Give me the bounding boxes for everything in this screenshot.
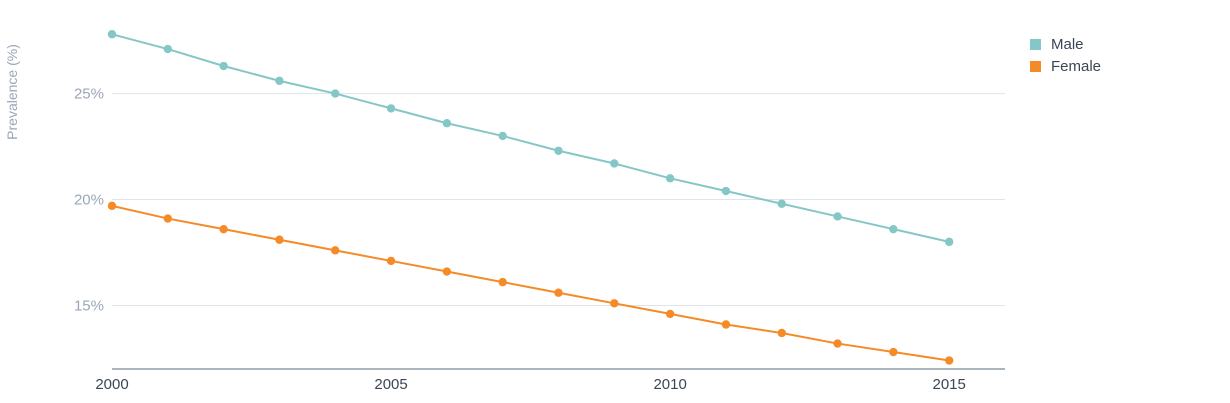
legend-item-male[interactable]: Male [1030, 33, 1101, 55]
x-tick-label: 2005 [374, 376, 407, 393]
series-male [107, 30, 954, 247]
legend: Male Female [1030, 33, 1101, 77]
y-tick-label: 25% [74, 86, 104, 103]
data-point-female[interactable] [833, 339, 842, 348]
data-point-male[interactable] [665, 174, 675, 183]
series-line-male [111, 33, 950, 243]
legend-label: Female [1051, 57, 1102, 75]
data-point-male[interactable] [777, 199, 786, 208]
y-tick-label: 20% [74, 192, 104, 209]
x-tick-label: 2000 [95, 376, 128, 393]
x-tick-label: 2010 [653, 376, 686, 393]
legend-label: Male [1051, 35, 1084, 53]
legend-item-female[interactable]: Female [1030, 55, 1101, 77]
data-point-female[interactable] [498, 277, 507, 287]
legend-swatch [1030, 38, 1041, 50]
data-point-female[interactable] [777, 328, 786, 338]
data-point-male[interactable] [889, 224, 898, 234]
y-tick-label: 15% [74, 297, 104, 314]
data-point-male[interactable] [331, 89, 340, 98]
x-tick-labels: 2000 2005 2010 2015 [95, 376, 966, 393]
data-point-male[interactable] [386, 104, 396, 113]
legend-swatch [1030, 60, 1041, 72]
data-point-male[interactable] [219, 61, 228, 71]
data-point-female[interactable] [331, 246, 340, 255]
data-point-female[interactable] [944, 356, 954, 365]
data-point-male[interactable] [442, 119, 452, 128]
data-point-male[interactable] [833, 212, 842, 221]
data-point-female[interactable] [107, 201, 117, 211]
data-point-female[interactable] [889, 347, 898, 357]
data-point-male[interactable] [498, 131, 507, 141]
data-point-male[interactable] [944, 237, 954, 247]
data-point-female[interactable] [219, 224, 228, 234]
data-point-female[interactable] [665, 309, 675, 319]
y-tick-labels: 15% 20% 25% [74, 86, 104, 315]
data-point-female[interactable] [442, 267, 452, 276]
series-female [107, 201, 954, 365]
data-point-female[interactable] [554, 288, 563, 297]
data-point-male[interactable] [610, 159, 619, 168]
data-point-female[interactable] [163, 214, 173, 223]
data-point-male[interactable] [554, 146, 563, 155]
data-point-male[interactable] [163, 44, 173, 54]
data-point-male[interactable] [721, 186, 731, 196]
x-tick-label: 2015 [933, 376, 966, 393]
data-point-female[interactable] [386, 256, 396, 266]
data-point-female[interactable] [721, 320, 731, 329]
data-point-male[interactable] [107, 30, 117, 39]
data-point-male[interactable] [275, 76, 284, 86]
data-point-female[interactable] [275, 235, 284, 244]
grid-lines [112, 93, 1005, 306]
series-group [107, 30, 954, 365]
y-axis-label: Prevalence (%) [4, 44, 20, 140]
series-line-female [111, 204, 950, 362]
data-point-female[interactable] [610, 299, 619, 308]
